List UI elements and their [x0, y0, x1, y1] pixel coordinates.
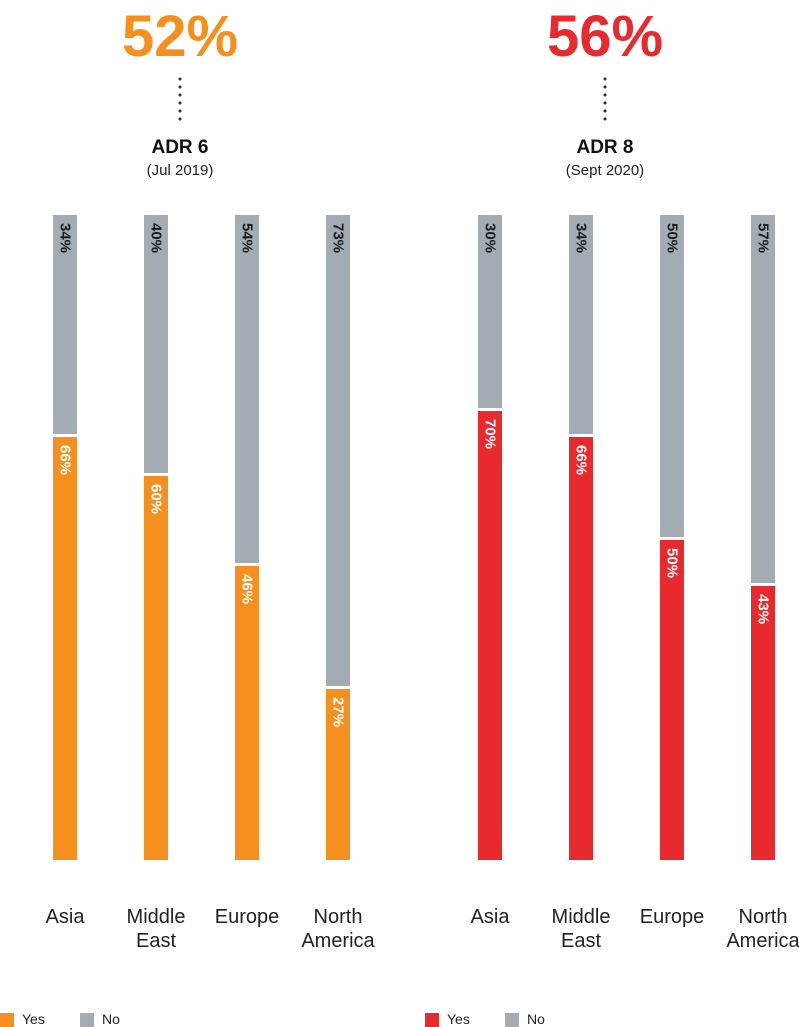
legend-swatch-yes — [0, 1013, 14, 1027]
chart-panel-adr6: 52% ADR 6 (Jul 2019) 34% 66% 40% 60% 54% 46% 7… — [0, 0, 375, 1027]
bar-segment-yes: 66% — [569, 434, 593, 860]
chart-subtitle: (Sept 2020) — [565, 162, 645, 179]
data-label-no: 73% — [329, 223, 347, 254]
bar-asia: 34% 66% — [53, 215, 77, 860]
headline-percentage: 56% — [546, 4, 664, 69]
legend-swatch-yes — [425, 1013, 439, 1027]
bar-segment-no: 30% — [478, 215, 502, 408]
dotted-connector — [603, 75, 607, 123]
bar-segment-no: 54% — [235, 215, 259, 563]
data-label-no: 34% — [56, 223, 74, 254]
bar-segment-yes: 46% — [235, 563, 259, 860]
category-label: Asia — [470, 906, 510, 928]
bar-segment-yes: 50% — [660, 537, 684, 860]
data-label-yes: 66% — [56, 445, 74, 476]
legend-label-no: No — [527, 1011, 545, 1027]
bar-europe: 50% 50% — [660, 215, 684, 860]
data-label-no: 34% — [572, 223, 590, 254]
bar-segment-no: 34% — [53, 215, 77, 434]
bar-segment-yes: 27% — [326, 686, 350, 860]
legend-swatch-no — [80, 1013, 94, 1027]
bar-segment-yes: 70% — [478, 408, 502, 860]
category-label: Europe — [639, 906, 705, 928]
bar-segment-yes: 60% — [144, 473, 168, 860]
data-label-no: 54% — [238, 223, 256, 254]
bar-middle-east: 40% 60% — [144, 215, 168, 860]
data-label-yes: 50% — [663, 548, 681, 579]
legend-label-yes: Yes — [22, 1011, 45, 1027]
data-label-yes: 27% — [329, 697, 347, 728]
bars-area: 34% 66% 40% 60% 54% 46% 73% 27% — [0, 215, 360, 860]
data-label-yes: 66% — [572, 445, 590, 476]
bar-north-america: 57% 43% — [751, 215, 775, 860]
category-label: Middle East — [126, 906, 186, 952]
chart-title: ADR 6 — [151, 137, 209, 158]
data-label-no: 40% — [147, 223, 165, 254]
data-label-no: 30% — [481, 223, 499, 254]
category-label: Middle East — [551, 906, 611, 952]
legend-swatch-no — [505, 1013, 519, 1027]
chart-panel-adr8: 56% ADR 8 (Sept 2020) 30% 70% 34% 66% 50% 50%… — [425, 0, 799, 1027]
data-label-yes: 60% — [147, 484, 165, 515]
bar-segment-yes: 43% — [751, 583, 775, 860]
data-label-yes: 70% — [481, 419, 499, 450]
legend-label-no: No — [102, 1011, 120, 1027]
chart-title: ADR 8 — [576, 137, 634, 158]
bar-segment-no: 73% — [326, 215, 350, 686]
bar-segment-yes: 66% — [53, 434, 77, 860]
bar-asia: 30% 70% — [478, 215, 502, 860]
headline-percentage: 52% — [121, 4, 239, 69]
dotted-connector — [178, 75, 182, 123]
data-label-yes: 43% — [754, 594, 772, 625]
data-label-no: 50% — [663, 223, 681, 254]
bar-segment-no: 34% — [569, 215, 593, 434]
bar-segment-no: 50% — [660, 215, 684, 537]
bars-area: 30% 70% 34% 66% 50% 50% 57% 43% — [425, 215, 785, 860]
bar-segment-no: 57% — [751, 215, 775, 583]
data-label-yes: 46% — [238, 574, 256, 605]
category-label: Asia — [45, 906, 85, 928]
bar-middle-east: 34% 66% — [569, 215, 593, 860]
category-label: North America — [301, 906, 375, 952]
bar-north-america: 73% 27% — [326, 215, 350, 860]
chart-subtitle: (Jul 2019) — [146, 162, 214, 179]
legend-label-yes: Yes — [447, 1011, 470, 1027]
bar-segment-no: 40% — [144, 215, 168, 473]
category-label: Europe — [214, 906, 280, 928]
data-label-no: 57% — [754, 223, 772, 254]
bar-europe: 54% 46% — [235, 215, 259, 860]
category-label: North America — [726, 906, 799, 952]
